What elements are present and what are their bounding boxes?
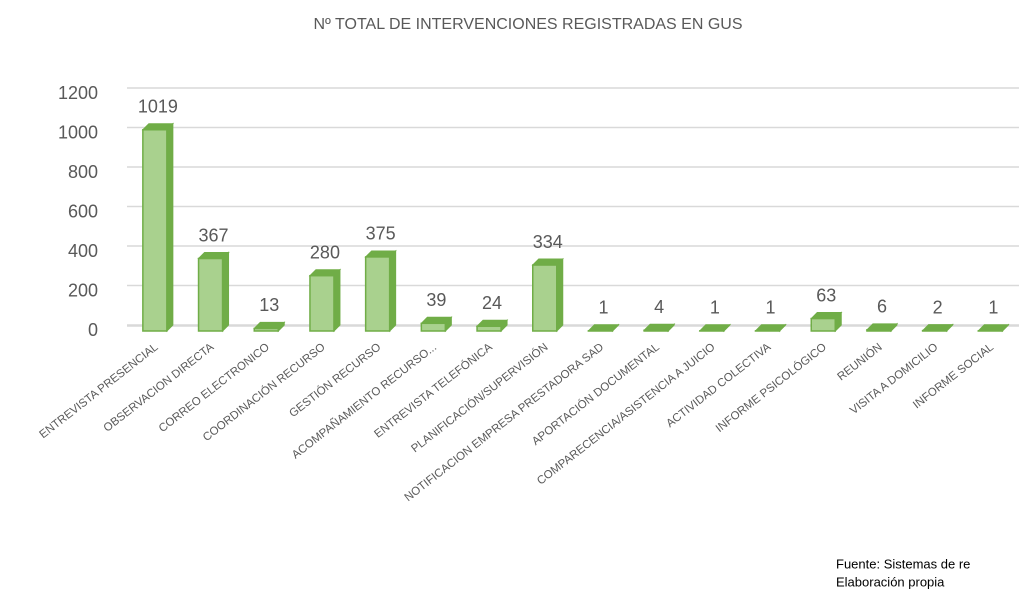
- bar-group: [642, 323, 676, 333]
- bar-top: [698, 324, 732, 332]
- x-tick-label: ENTREVISTA TELEFÓNICA: [372, 340, 495, 440]
- bar-side: [556, 257, 564, 333]
- bar-top: [810, 312, 843, 320]
- bar: [309, 274, 335, 332]
- bar-top: [754, 324, 787, 332]
- bar-top: [197, 252, 230, 260]
- value-label: 6: [877, 297, 887, 317]
- bar-group: [587, 323, 620, 333]
- value-label: 24: [482, 293, 502, 313]
- bar-group: [475, 319, 509, 333]
- bar-group: [865, 322, 899, 333]
- bar: [253, 327, 279, 332]
- bar-side: [222, 251, 230, 333]
- bar-group: [754, 323, 787, 333]
- bar-group: [308, 268, 342, 333]
- bar-top: [308, 269, 342, 277]
- bar-group: [364, 249, 397, 333]
- bar: [476, 325, 502, 332]
- x-tick-label: ACTIVIDAD COLECTIVA: [664, 341, 773, 430]
- bar-side: [333, 268, 341, 333]
- value-label: 2: [933, 297, 943, 317]
- bar-top: [364, 250, 397, 258]
- bar-group: [810, 311, 843, 333]
- value-label: 1: [988, 298, 998, 318]
- bar-top: [865, 323, 899, 331]
- bar-side: [389, 249, 397, 333]
- bar: [810, 317, 836, 332]
- bar: [142, 128, 168, 332]
- value-label: 1: [766, 298, 776, 318]
- bar-top: [921, 324, 954, 332]
- bar-group: [197, 251, 230, 333]
- value-label: 4: [654, 297, 664, 317]
- bar-top: [531, 258, 564, 266]
- value-label: 63: [816, 285, 836, 305]
- bar-side: [166, 122, 174, 333]
- bar-group: [698, 323, 732, 333]
- bar: [643, 329, 669, 332]
- value-label: 39: [426, 290, 446, 310]
- bar-top: [587, 324, 620, 332]
- value-label: 334: [533, 232, 563, 252]
- bar-group: [141, 122, 175, 333]
- value-label: 367: [199, 225, 229, 245]
- y-tick-label: 800: [68, 162, 98, 182]
- bar-group: [531, 257, 564, 333]
- bar-group: [253, 321, 286, 333]
- bar: [532, 264, 558, 332]
- x-tick-label: NOTIFICACION EMPRESA PRESTADORA SAD: [403, 341, 607, 504]
- y-tick-label: 200: [68, 280, 98, 300]
- y-tick-label: 1200: [58, 83, 98, 103]
- x-tick-label: CORREO ELECTRONICO: [157, 341, 272, 435]
- y-tick-label: 1000: [58, 122, 98, 142]
- bar: [866, 329, 892, 332]
- bar-top: [420, 316, 453, 324]
- x-tick-label: OBSERVACION DIRECTA: [102, 341, 217, 434]
- value-label: 1: [598, 298, 608, 318]
- value-label: 280: [310, 242, 340, 262]
- value-label: 375: [366, 224, 396, 244]
- y-tick-label: 400: [68, 241, 98, 261]
- y-tick-label: 0: [88, 320, 98, 340]
- bar: [420, 322, 447, 332]
- bar: [364, 256, 391, 332]
- bar-top: [475, 319, 509, 327]
- chart-title: Nº TOTAL DE INTERVENCIONES REGISTRADAS E…: [313, 16, 742, 33]
- y-tick-label: 600: [68, 201, 98, 221]
- x-tick-label: INFORME PSICOLÓGICO: [713, 340, 829, 434]
- bar-group: [420, 316, 453, 333]
- x-tick-label: GESTIÓN RECURSO: [287, 340, 384, 420]
- bar-top: [977, 324, 1010, 332]
- bar-group: [977, 323, 1010, 333]
- bar-top: [253, 321, 286, 329]
- source-line: Fuente: Sistemas de re: [836, 556, 970, 571]
- value-label: 1019: [138, 96, 178, 116]
- bar: [197, 257, 224, 332]
- bar-top: [141, 123, 175, 131]
- x-tick-label: ENTREVISTA PRESENCIAL: [38, 341, 162, 441]
- value-label: 1: [710, 298, 720, 318]
- bar-top: [642, 323, 676, 331]
- bar-group: [921, 323, 954, 333]
- value-label: 13: [259, 295, 279, 315]
- source-line: Elaboración propia: [836, 574, 945, 589]
- x-tick-label: REUNIÓN: [835, 341, 885, 384]
